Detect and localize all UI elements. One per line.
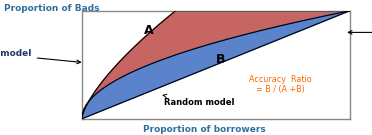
Text: Current model: Current model	[348, 28, 372, 37]
Text: Proportion of Bads: Proportion of Bads	[4, 4, 99, 13]
Text: Random model: Random model	[163, 94, 235, 107]
Polygon shape	[82, 11, 350, 119]
Text: B: B	[217, 53, 226, 66]
Text: A: A	[144, 24, 154, 37]
Polygon shape	[82, 11, 350, 119]
Text: Perfect model: Perfect model	[0, 50, 80, 64]
Text: Accuracy  Ratio
= B / (A +B): Accuracy Ratio = B / (A +B)	[248, 75, 311, 94]
Text: Proportion of borrowers: Proportion of borrowers	[143, 125, 266, 134]
